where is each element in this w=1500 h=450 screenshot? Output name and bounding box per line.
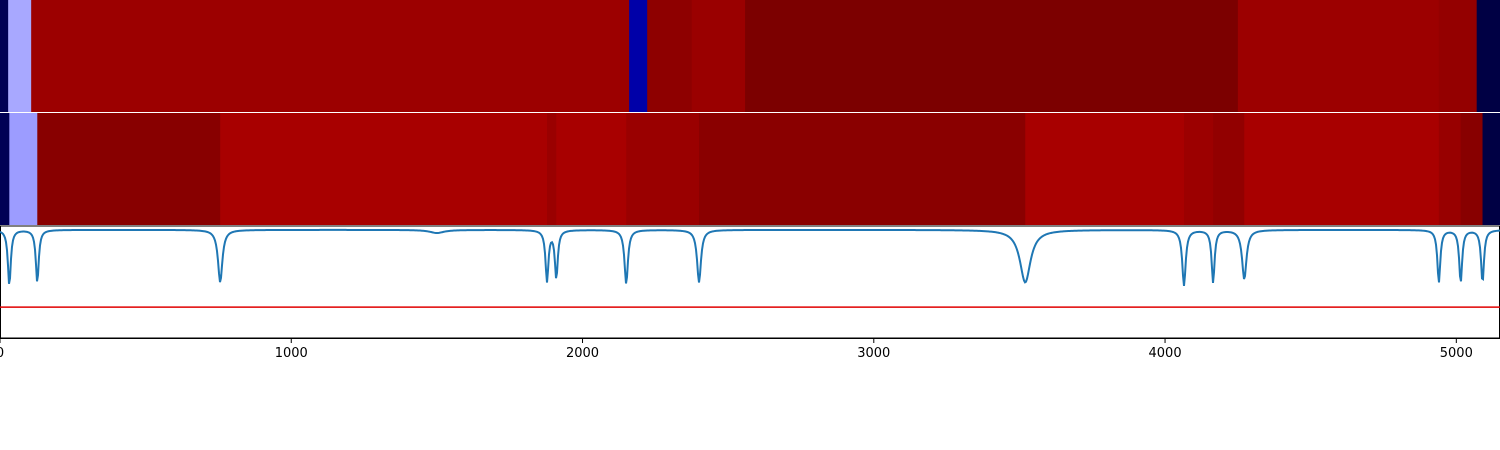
x-tick-label-3000: 3000 [857,346,890,361]
track-2-segment-5 [546,113,557,225]
track-2-segment-14 [1460,113,1484,225]
track-1-segment-10 [1476,0,1500,112]
track-1-segment-1 [0,0,9,112]
x-tick-label-2000: 2000 [566,346,599,361]
track-1-segment-6 [691,0,746,112]
track-2-segment-10 [1183,113,1214,225]
track-2-segment-2 [9,113,38,225]
track-1-segment-8 [1237,0,1440,112]
track-1-segment-5 [647,0,693,112]
segment-track-1 [0,0,1500,112]
track-2-segment-4 [220,113,548,225]
track-2-segment-11 [1213,113,1245,225]
track-1-segment-4 [629,0,648,112]
track-1-segment-9 [1438,0,1478,112]
track-2-segment-15 [1482,113,1500,225]
x-axis: 0 1000 2000 3000 4000 5000 [0,338,1473,361]
track-1-segment-3 [31,0,630,112]
x-tick-label-4000: 4000 [1149,346,1182,361]
x-tick-label-1000: 1000 [275,346,308,361]
track-2-segment-7 [626,113,700,225]
x-tick-label-0: 0 [0,346,4,361]
x-tick-label-5000: 5000 [1440,346,1473,361]
track-2-segment-9 [1025,113,1185,225]
track-2-segment-8 [699,113,1026,225]
track-2-segment-13 [1438,113,1462,225]
track-2-segment-1 [0,113,10,225]
track-2-segment-12 [1244,113,1440,225]
track-2-segment-3 [37,113,221,225]
track-1-segment-2 [8,0,32,112]
track-2-segment-6 [556,113,627,225]
track-1-segment-7 [745,0,1239,112]
signal-series-line [0,228,1500,286]
signal-panel [0,225,1500,339]
segment-track-2 [0,113,1500,225]
